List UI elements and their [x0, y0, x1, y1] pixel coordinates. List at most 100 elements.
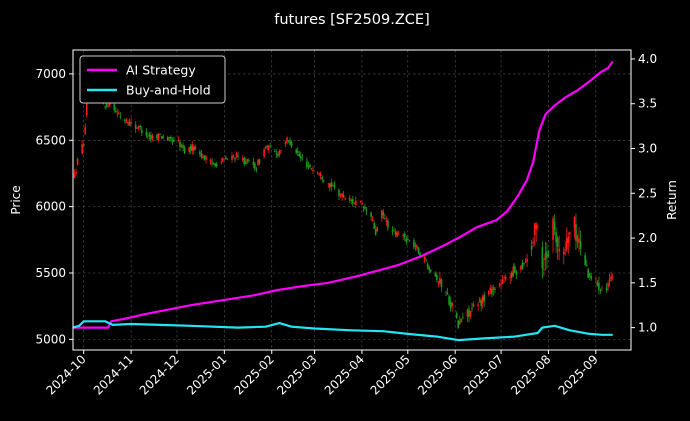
candle-down: [214, 163, 216, 168]
legend-label-bh: Buy-and-Hold: [126, 83, 211, 98]
candle-body: [391, 230, 394, 232]
candle-body: [611, 276, 614, 278]
candle-up: [478, 296, 481, 303]
candle-up: [520, 265, 522, 273]
candle-body: [446, 293, 449, 295]
candle-body: [524, 261, 527, 263]
candle-body: [295, 149, 297, 153]
candle-up: [416, 243, 418, 251]
candle-up: [466, 308, 469, 323]
candle-up: [75, 168, 77, 176]
candle-down: [299, 151, 302, 162]
candle-up: [151, 133, 154, 142]
candle-body: [312, 169, 314, 172]
candle-body: [162, 136, 164, 139]
candle-up: [130, 117, 132, 127]
candle-body: [223, 158, 226, 160]
candle-body: [426, 263, 429, 268]
candle-body: [448, 296, 450, 305]
candle-body: [75, 171, 77, 174]
candle-body: [84, 127, 87, 135]
candle-body: [416, 245, 418, 249]
candle-down: [587, 267, 589, 279]
candle-down: [115, 106, 117, 113]
chart-title: futures [SF2509.ZCE]: [274, 12, 430, 28]
candle-body: [504, 276, 507, 279]
candle-body: [503, 277, 505, 279]
candle-down: [124, 118, 126, 125]
buy-and-hold-line: [72, 320, 613, 342]
candle-body: [413, 240, 415, 248]
candle-body: [567, 236, 570, 244]
candle-body: [289, 140, 291, 145]
candle-up: [278, 149, 281, 158]
candle-up: [469, 310, 472, 319]
candle-body: [595, 278, 597, 280]
candle-body: [73, 173, 76, 178]
candle-down: [173, 136, 175, 142]
candle-body: [113, 104, 116, 111]
candle-down: [448, 294, 450, 306]
candle-down: [426, 262, 429, 270]
candle-up: [263, 147, 265, 159]
candle-down: [494, 287, 496, 293]
candle-body: [361, 202, 363, 205]
candle-body: [381, 210, 383, 219]
candle-body: [192, 146, 195, 151]
candle-body: [500, 283, 502, 286]
candle-up: [127, 119, 129, 126]
candle-body: [414, 245, 417, 247]
candle-down: [215, 161, 218, 169]
candle-body: [166, 137, 169, 141]
candle-up: [611, 273, 614, 281]
candle-down: [148, 131, 151, 141]
candle-up: [264, 145, 267, 149]
candle-up: [136, 127, 139, 130]
candle-body: [460, 318, 463, 322]
candle-up: [607, 280, 609, 291]
candle-down: [350, 198, 353, 205]
candle-body: [514, 266, 516, 273]
candle-body: [515, 271, 518, 275]
candle-body: [462, 317, 464, 319]
candle-down: [428, 265, 431, 274]
candle-down: [462, 312, 464, 320]
candle-body: [200, 153, 203, 158]
candle-down: [321, 175, 323, 183]
candle-body: [318, 173, 320, 175]
candle-down: [182, 142, 184, 152]
candle-body: [148, 134, 151, 137]
candle-body: [365, 210, 368, 212]
candle-up: [318, 172, 320, 177]
candle-body: [397, 233, 400, 235]
candle-up: [492, 284, 495, 296]
candle-body: [374, 229, 377, 235]
candle-up: [191, 140, 194, 155]
candle-body: [136, 127, 139, 129]
candle-body: [440, 279, 443, 288]
candle-up: [284, 140, 287, 148]
candle-body: [469, 310, 472, 317]
candle-body: [327, 183, 330, 185]
candle-body: [130, 121, 132, 124]
candle-body: [301, 158, 304, 160]
candle-body: [533, 222, 536, 236]
candle-body: [150, 135, 152, 140]
candle-body: [173, 139, 175, 142]
candle-down: [166, 135, 169, 142]
candle-down: [179, 139, 181, 151]
candle-body: [232, 155, 235, 157]
candle-up: [85, 102, 88, 118]
candle-down: [298, 150, 301, 158]
candle-body: [226, 158, 229, 160]
candle-body: [188, 147, 190, 153]
candle-down: [159, 133, 161, 136]
candle-up: [76, 157, 79, 166]
candle-down: [287, 140, 290, 144]
candle-body: [543, 269, 545, 271]
candle-body: [284, 141, 287, 145]
candle-down: [523, 262, 525, 267]
candle-down: [598, 276, 600, 295]
candle-up: [402, 233, 405, 241]
y-tick-label-left: 6500: [35, 133, 66, 147]
